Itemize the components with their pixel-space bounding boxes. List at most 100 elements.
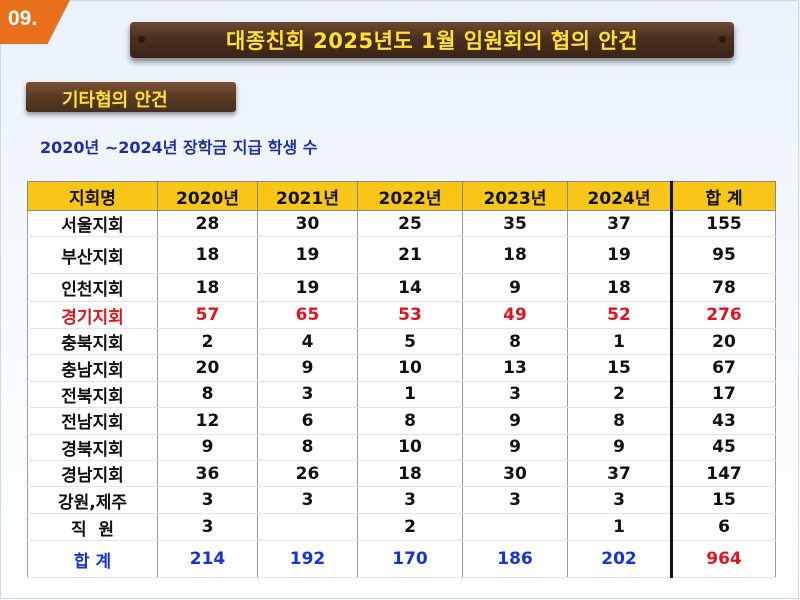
year-count-cell: 202 bbox=[567, 540, 672, 578]
year-count-cell: 3 bbox=[462, 381, 568, 409]
scholarship-table: 지회명 2020년 2021년 2022년 2023년 2024년 합 계 서울… bbox=[27, 181, 776, 578]
year-count-cell: 30 bbox=[462, 460, 568, 488]
table-row: 충북지회 2 4 5 8 1 20 bbox=[27, 328, 776, 356]
year-count-cell: 18 bbox=[157, 236, 258, 275]
table-row: 경남지회 36 26 18 30 37 147 bbox=[27, 460, 776, 488]
year-count-cell: 8 bbox=[462, 328, 568, 356]
year-count-cell: 65 bbox=[257, 301, 358, 329]
year-count-cell: 3 bbox=[257, 486, 358, 514]
header-2021: 2021년 bbox=[257, 181, 358, 211]
year-count-cell: 18 bbox=[357, 460, 463, 488]
year-count-cell: 18 bbox=[567, 273, 672, 303]
year-count-cell: 6 bbox=[257, 407, 358, 435]
header-2023: 2023년 bbox=[462, 181, 568, 211]
branch-name-cell: 서울지회 bbox=[27, 210, 158, 238]
slide-number: 09. bbox=[8, 7, 38, 30]
table-row: 경북지회 9 8 10 9 9 45 bbox=[27, 434, 776, 462]
section-title: 기타협의 안건 bbox=[62, 90, 168, 111]
row-total-cell: 20 bbox=[670, 328, 776, 356]
year-count-cell: 3 bbox=[357, 486, 463, 514]
year-count-cell: 21 bbox=[357, 236, 463, 275]
table-row: 전북지회 8 3 1 3 2 17 bbox=[27, 381, 776, 409]
year-count-cell: 25 bbox=[357, 210, 463, 238]
year-count-cell: 37 bbox=[567, 460, 672, 488]
year-count-cell: 5 bbox=[357, 328, 463, 356]
table-row: 전남지회 12 6 8 9 8 43 bbox=[27, 407, 776, 435]
branch-name-cell: 충남지회 bbox=[27, 354, 158, 382]
row-total-cell: 147 bbox=[670, 460, 776, 488]
slide-number-badge: 09. bbox=[0, 0, 70, 44]
row-total-cell: 6 bbox=[670, 513, 776, 542]
row-total-cell: 67 bbox=[670, 354, 776, 382]
branch-name-cell: 강원,제주 bbox=[27, 486, 158, 514]
year-count-cell: 2 bbox=[157, 328, 258, 356]
year-count-cell: 37 bbox=[567, 210, 672, 238]
section-banner: 기타협의 안건 bbox=[26, 82, 236, 112]
table-total-row: 합 계 214 192 170 186 202 964 bbox=[27, 540, 776, 578]
year-count-cell: 12 bbox=[157, 407, 258, 435]
row-total-cell: 45 bbox=[670, 434, 776, 462]
table-row: 경기지회 57 65 53 49 52 276 bbox=[27, 301, 776, 329]
row-total-cell: 276 bbox=[670, 301, 776, 329]
bolt-icon bbox=[719, 36, 726, 43]
branch-name-cell: 직 원 bbox=[27, 513, 158, 542]
row-total-cell: 964 bbox=[670, 540, 776, 578]
year-count-cell: 1 bbox=[567, 328, 672, 356]
branch-name-cell: 인천지회 bbox=[27, 273, 158, 303]
year-count-cell: 9 bbox=[462, 407, 568, 435]
year-count-cell: 18 bbox=[157, 273, 258, 303]
table-row: 부산지회 18 19 21 18 19 95 bbox=[27, 236, 776, 275]
year-count-cell: 26 bbox=[257, 460, 358, 488]
page-title: 대종친회 2025년도 1월 임원회의 협의 안건 bbox=[226, 29, 638, 53]
year-count-cell: 9 bbox=[157, 434, 258, 462]
row-total-cell: 15 bbox=[670, 486, 776, 514]
year-count-cell: 52 bbox=[567, 301, 672, 329]
year-count-cell: 170 bbox=[357, 540, 463, 578]
year-count-cell: 18 bbox=[462, 236, 568, 275]
year-count-cell: 19 bbox=[257, 236, 358, 275]
year-count-cell: 10 bbox=[357, 434, 463, 462]
header-branch: 지회명 bbox=[27, 181, 158, 211]
table-row: 인천지회 18 19 14 9 18 78 bbox=[27, 273, 776, 303]
year-count-cell: 2 bbox=[567, 381, 672, 409]
year-count-cell: 8 bbox=[567, 407, 672, 435]
branch-name-cell: 전남지회 bbox=[27, 407, 158, 435]
year-count-cell: 14 bbox=[357, 273, 463, 303]
year-count-cell: 8 bbox=[257, 434, 358, 462]
table-header-row: 지회명 2020년 2021년 2022년 2023년 2024년 합 계 bbox=[27, 181, 776, 211]
year-count-cell: 57 bbox=[157, 301, 258, 329]
year-count-cell: 28 bbox=[157, 210, 258, 238]
year-count-cell: 186 bbox=[462, 540, 568, 578]
branch-name-cell: 충북지회 bbox=[27, 328, 158, 356]
year-count-cell: 15 bbox=[567, 354, 672, 382]
year-count-cell: 19 bbox=[257, 273, 358, 303]
header-2024: 2024년 bbox=[567, 181, 672, 211]
year-count-cell: 13 bbox=[462, 354, 568, 382]
year-count-cell: 9 bbox=[462, 434, 568, 462]
year-count-cell: 36 bbox=[157, 460, 258, 488]
year-count-cell: 49 bbox=[462, 301, 568, 329]
row-total-cell: 17 bbox=[670, 381, 776, 409]
year-count-cell: 3 bbox=[567, 486, 672, 514]
year-count-cell: 3 bbox=[157, 486, 258, 514]
year-count-cell: 19 bbox=[567, 236, 672, 275]
branch-name-cell: 경기지회 bbox=[27, 301, 158, 329]
year-count-cell: 2 bbox=[357, 513, 463, 542]
bolt-icon bbox=[138, 36, 145, 43]
year-count-cell bbox=[462, 513, 568, 542]
branch-name-cell: 전북지회 bbox=[27, 381, 158, 409]
year-count-cell: 3 bbox=[157, 513, 258, 542]
header-2022: 2022년 bbox=[357, 181, 463, 211]
header-total: 합 계 bbox=[670, 181, 776, 211]
row-total-cell: 43 bbox=[670, 407, 776, 435]
year-count-cell: 1 bbox=[357, 381, 463, 409]
year-count-cell: 8 bbox=[157, 381, 258, 409]
row-total-cell: 155 bbox=[670, 210, 776, 238]
year-count-cell: 192 bbox=[257, 540, 358, 578]
year-count-cell: 3 bbox=[462, 486, 568, 514]
table-row: 강원,제주 3 3 3 3 3 15 bbox=[27, 486, 776, 514]
year-count-cell: 9 bbox=[567, 434, 672, 462]
branch-name-cell: 부산지회 bbox=[27, 236, 158, 275]
year-count-cell: 30 bbox=[257, 210, 358, 238]
